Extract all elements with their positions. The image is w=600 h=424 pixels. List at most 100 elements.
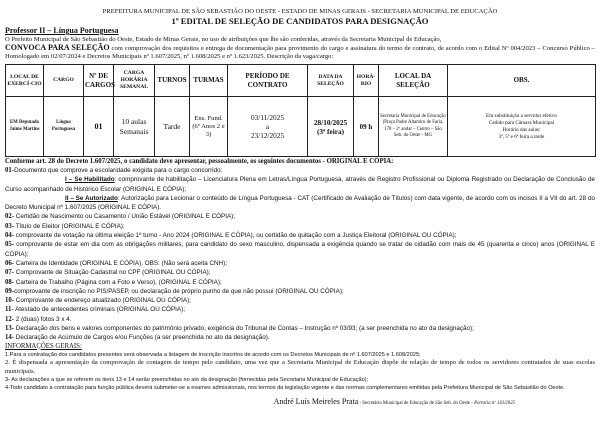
doc-item: 07- Comprovante de Situação Cadastral no… <box>5 268 595 277</box>
vacancy-table: LOCAL DE EXERCÍ-CIO CARGO Nº DE CARGOS C… <box>5 64 596 157</box>
doc-autorizado: II – Se Autorizado: Autorização para Lec… <box>5 194 595 213</box>
doc-item: 03- Título de Eleitor (ORIGINAL E CÓPIA)… <box>5 222 595 231</box>
item-text: Título de Eleitor (ORIGINAL E CÓPIA); <box>14 222 125 230</box>
cell-turno: Tarde <box>154 96 190 157</box>
item-text: Comprovante de Situação Cadastral no CPF… <box>14 269 211 277</box>
item-number: 03- <box>5 222 15 230</box>
item-text: comprovante de votação na última eleição… <box>14 232 457 240</box>
autorizado-label: II – Se Autorizado <box>65 194 118 202</box>
position-subtitle: Professor II – Língua Portuguesa <box>5 26 119 35</box>
doc-habilitado: I – Se Habilitado: comprovante de habili… <box>5 175 595 194</box>
habilitado-label: I – Se Habilitado <box>65 176 115 184</box>
table-row: EM Deputado Jaime Martins Língua Portugu… <box>5 96 596 157</box>
periodo-fim: 23/12/2025 <box>250 131 285 140</box>
intro-text-1: O Prefeito Municipal de São Sebastião do… <box>5 36 442 43</box>
info-item-2: 2. É dispensada a apresentação da compro… <box>5 359 595 375</box>
doc-item: 06- Carteira de Identidade (ORIGINAL E C… <box>5 259 595 268</box>
item-text: Documento que comprove a escolaridade ex… <box>14 167 223 174</box>
documents-lead: Conforme art. 28 do Decreto 1.607/2025, … <box>5 158 394 165</box>
col-turmas: TURMAS <box>189 64 228 97</box>
info-item-3: 3- As declarações a que se referem os it… <box>5 376 369 383</box>
data-selecao: 28/10/2025 <box>313 117 348 127</box>
item-number: 14- <box>5 334 15 342</box>
item-number: 11- <box>5 306 14 314</box>
col-cargo: CARGO <box>43 64 84 97</box>
doc-item: 11- Atestado de antecedentes criminais (… <box>5 305 595 314</box>
col-obs: OBS. <box>447 64 596 97</box>
autorizado-text: : Autorização para Lecionar o conteúdo d… <box>5 194 595 212</box>
item-number: 06- <box>5 259 15 267</box>
doc-item: 12- 2 (duas) fotos 3 x 4. <box>5 315 595 324</box>
item-text: Atestado de antecedentes criminais (ORIG… <box>13 306 185 314</box>
cell-obs: Em substituição a servidor efetivo Cedid… <box>447 96 596 157</box>
item-text: Comprovante de endereço atualizado (ORIG… <box>14 297 191 305</box>
col-horario: HORÁ-RIO <box>353 64 379 97</box>
obs-line: 3ª, 5ª e 6ª feira a tarde <box>498 133 545 140</box>
item-number: 02- <box>5 213 15 221</box>
item-number: 12- <box>5 315 15 323</box>
info-item-1: 1.Para a contratação dos candidatos pres… <box>5 351 421 358</box>
cell-periodo: 03/11/2025 a 23/12/2025 <box>227 96 308 157</box>
intro-paragraph: O Prefeito Municipal de São Sebastião do… <box>5 36 595 61</box>
signature-name: André Luís Meireles Prata <box>273 396 359 406</box>
dia-selecao: (3ª feira) <box>316 126 345 136</box>
item-number: 04- <box>5 232 15 240</box>
item-text: comprovante de inscrição no PIS/PASEP, o… <box>14 287 344 295</box>
item-text: 2 (duas) fotos 3 x 4. <box>14 315 72 323</box>
doc-item: 05- comprovante de estar em dia com as o… <box>5 240 595 259</box>
item-number: 07- <box>5 269 15 277</box>
col-periodo: PERÍODO DE CONTRATO <box>227 64 308 97</box>
cell-horario: 09 h <box>353 96 379 157</box>
doc-item: 02- Certidão de Nascimento ou Casamento … <box>5 212 595 221</box>
signature: André Luís Meireles Prata - Secretário M… <box>5 397 595 406</box>
cell-local-selecao: Secretaria Municipal de Educação (Praça … <box>378 96 448 157</box>
cell-turmas: Ens. Fund. (6º Anos 2 e 3) <box>189 96 228 157</box>
col-data: DATA DA SELEÇÃO <box>307 64 354 97</box>
document-page: PREFEITURA MUNICIPAL DE SÃO SEBASTIÃO DO… <box>5 8 596 406</box>
cell-local: EM Deputado Jaime Martins <box>5 96 44 157</box>
item-number: 08- <box>5 278 15 286</box>
item-text: Carteira de Trabalho (Página com a Foto … <box>14 278 222 286</box>
doc-item: 14- Declaração de Acúmulo de Cargos e/ou… <box>5 333 595 342</box>
col-carga: CARGA HORÁRIA SEMANAL <box>113 64 155 97</box>
document-list: 02- Certidão de Nascimento ou Casamento … <box>5 212 595 342</box>
intro-text-2: com comprovação dos requisitos e entrega… <box>5 45 595 60</box>
col-local-selecao: LOCAL DA SELEÇÃO <box>378 64 448 97</box>
item-number: 01- <box>5 167 15 174</box>
item-text: Declaração dos bens e valores componente… <box>14 325 474 333</box>
header-institution: PREFEITURA MUNICIPAL DE SÃO SEBASTIÃO DO… <box>102 8 498 15</box>
col-num: Nº DE CARGOS <box>83 64 115 97</box>
obs-line: Horário das aulas: <box>502 126 541 133</box>
col-turnos: TURNOS <box>154 64 190 97</box>
item-number: 09- <box>5 287 15 295</box>
doc-item-01: 01-Documento que comprove a escolaridade… <box>5 166 595 175</box>
periodo-inicio: 03/11/2025 <box>251 113 284 122</box>
doc-item: 09-comprovante de inscrição no PIS/PASEP… <box>5 287 595 296</box>
item-text: Carteira de Identidade (ORIGINAL E CÓPIA… <box>14 259 227 267</box>
col-local: LOCAL DE EXERCÍ-CIO <box>5 64 44 97</box>
doc-item: 04- comprovante de votação na última ele… <box>5 231 595 240</box>
cell-carga: 10 aulas Semanais <box>113 96 155 157</box>
item-number: 05- <box>5 241 15 249</box>
obs-line: Cedido para Câmara Municipal <box>488 119 555 126</box>
item-number: 13- <box>5 325 15 333</box>
signature-role: - Secretário Municipal de Educação de Sã… <box>358 400 475 406</box>
periodo-a: a <box>265 122 270 131</box>
obs-line: Em substituição a servidor efetivo <box>486 112 557 119</box>
info-title: INFORMAÇÕES GERAIS: <box>5 342 82 350</box>
habilitado-text: : comprovante de habilitação – Licenciat… <box>5 176 595 193</box>
doc-item: 08- Carteira de Trabalho (Página com a F… <box>5 278 595 287</box>
signature-portaria: Portaria nº 143/2025 <box>474 400 515 406</box>
doc-item: 13- Declaração dos bens e valores compon… <box>5 324 595 333</box>
item-text: comprovante de estar em dia com as obrig… <box>5 241 595 258</box>
info-item-4: 4-Todo candidato à contratação para funç… <box>5 385 565 392</box>
cell-cargo: Língua Portuguesa <box>43 96 84 157</box>
cell-data: 28/10/2025 (3ª feira) <box>307 96 354 157</box>
cell-num: 01 <box>83 96 114 157</box>
item-text: Declaração de Acúmulo de Cargos e/ou Fun… <box>14 334 270 342</box>
item-text: Certidão de Nascimento ou Casamento / Un… <box>14 213 236 221</box>
table-header-row: LOCAL DE EXERCÍ-CIO CARGO Nº DE CARGOS C… <box>5 64 596 97</box>
convoca-text: CONVOCA PARA SELEÇÃO <box>5 43 110 52</box>
item-number: 10- <box>5 297 15 305</box>
doc-item: 10- Comprovante de endereço atualizado (… <box>5 296 595 305</box>
